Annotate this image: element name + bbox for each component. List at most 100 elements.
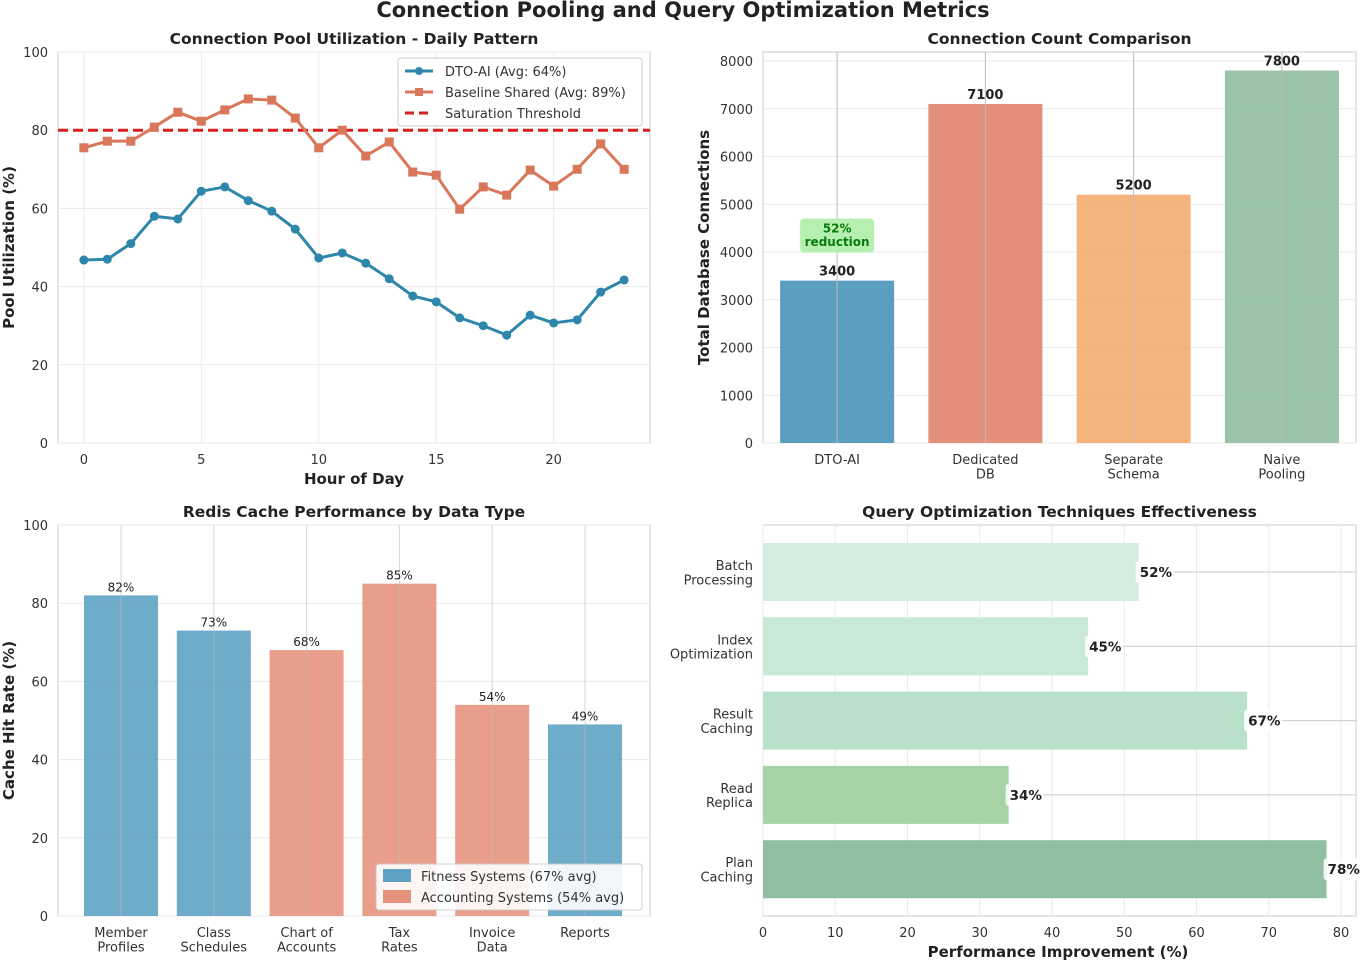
data-point bbox=[220, 182, 230, 192]
data-point bbox=[126, 239, 136, 249]
y-tick-label: Index Optimization bbox=[670, 633, 753, 662]
data-point bbox=[102, 136, 112, 146]
data-point bbox=[290, 113, 300, 123]
data-point bbox=[290, 224, 300, 234]
x-tick-label: 10 bbox=[827, 926, 844, 941]
data-point bbox=[525, 165, 535, 175]
y-axis-label: Cache Hit Rate (%) bbox=[0, 641, 18, 800]
data-point bbox=[149, 211, 159, 221]
data-point bbox=[337, 125, 347, 135]
x-tick-label: Dedicated DB bbox=[952, 453, 1018, 482]
x-tick-label: 20 bbox=[545, 453, 562, 468]
y-tick-label: 0 bbox=[745, 437, 753, 452]
bar-value-label: 73% bbox=[200, 616, 227, 630]
bar bbox=[763, 840, 1327, 899]
data-point bbox=[79, 255, 89, 265]
x-tick-label: Member Profiles bbox=[94, 926, 148, 955]
bar-label-box bbox=[1005, 783, 1044, 806]
bar-value-label: 67% bbox=[1248, 714, 1281, 730]
y-tick-label: 40 bbox=[31, 754, 48, 769]
legend bbox=[397, 57, 643, 127]
legend-marker bbox=[415, 88, 423, 96]
y-tick-label: 6000 bbox=[720, 151, 753, 166]
y-tick-label: 3000 bbox=[720, 294, 753, 309]
x-tick-label: Tax Rates bbox=[381, 926, 418, 955]
y-axis-label: Total Database Connections bbox=[695, 130, 713, 365]
data-point bbox=[478, 321, 488, 331]
data-point bbox=[196, 186, 206, 196]
data-point bbox=[431, 297, 441, 307]
data-point bbox=[126, 136, 136, 146]
y-tick-label: 100 bbox=[23, 519, 48, 534]
bar bbox=[763, 765, 1009, 824]
data-point bbox=[79, 143, 89, 153]
data-point bbox=[502, 190, 512, 200]
legend-swatch bbox=[383, 890, 411, 903]
legend-label: Baseline Shared (Avg: 89%) bbox=[445, 86, 626, 101]
y-tick-label: 80 bbox=[31, 124, 48, 139]
legend-label: Saturation Threshold bbox=[445, 107, 581, 122]
bar-value-label: 49% bbox=[572, 709, 599, 723]
x-tick-label: 30 bbox=[971, 926, 988, 941]
data-point bbox=[596, 287, 606, 297]
legend-marker bbox=[415, 67, 423, 75]
bar-value-label: 7100 bbox=[967, 88, 1003, 103]
x-tick-label: 0 bbox=[759, 926, 767, 941]
data-point bbox=[243, 196, 253, 206]
data-point bbox=[619, 164, 629, 174]
bar-value-label: 78% bbox=[1328, 862, 1360, 878]
data-point bbox=[361, 258, 371, 268]
data-point bbox=[384, 274, 394, 284]
data-point bbox=[173, 107, 183, 117]
bar-value-label: 82% bbox=[108, 580, 135, 594]
data-point bbox=[220, 105, 230, 115]
x-tick-label: 60 bbox=[1188, 926, 1205, 941]
data-point bbox=[502, 330, 512, 340]
bar-value-label: 45% bbox=[1089, 639, 1122, 655]
y-tick-label: 60 bbox=[31, 675, 48, 690]
data-point bbox=[431, 170, 441, 180]
x-tick-label: Separate Schema bbox=[1104, 453, 1163, 482]
bar-value-label: 68% bbox=[293, 635, 320, 649]
y-tick-label: Plan Caching bbox=[700, 856, 753, 885]
y-tick-label: Batch Processing bbox=[684, 559, 753, 588]
x-tick-label: Naive Pooling bbox=[1258, 453, 1305, 482]
x-tick-label: 70 bbox=[1260, 926, 1277, 941]
bar-value-label: 7800 bbox=[1264, 55, 1300, 70]
y-tick-label: 40 bbox=[31, 281, 48, 296]
x-tick-label: DTO-AI bbox=[814, 453, 860, 468]
data-point bbox=[525, 310, 535, 320]
bar-value-label: 54% bbox=[479, 690, 506, 704]
x-axis-label: Hour of Day bbox=[304, 470, 404, 488]
annotation-text: 52% reduction bbox=[805, 222, 870, 249]
x-tick-label: 50 bbox=[1116, 926, 1133, 941]
data-point bbox=[173, 214, 183, 224]
y-tick-label: 80 bbox=[31, 597, 48, 612]
y-tick-label: 0 bbox=[40, 910, 48, 925]
bar-label-box bbox=[1244, 709, 1283, 732]
bar bbox=[763, 543, 1139, 601]
y-tick-label: 20 bbox=[31, 832, 48, 847]
y-tick-label: 2000 bbox=[720, 342, 753, 357]
figure-title: Connection Pooling and Query Optimizatio… bbox=[376, 0, 989, 22]
y-tick-label: Read Replica bbox=[706, 782, 753, 811]
data-point bbox=[267, 95, 277, 105]
x-tick-label: 10 bbox=[310, 453, 327, 468]
bar-value-label: 52% bbox=[1140, 565, 1173, 581]
y-tick-label: 60 bbox=[31, 202, 48, 217]
data-point bbox=[408, 291, 418, 301]
y-tick-label: Result Caching bbox=[700, 708, 753, 737]
y-tick-label: 1000 bbox=[720, 389, 753, 404]
legend-label: DTO-AI (Avg: 64%) bbox=[445, 65, 566, 80]
chart-title: Connection Pool Utilization - Daily Patt… bbox=[170, 30, 539, 48]
chart-title: Redis Cache Performance by Data Type bbox=[183, 503, 525, 521]
y-tick-label: 0 bbox=[40, 437, 48, 452]
data-point bbox=[549, 318, 559, 328]
data-point bbox=[196, 116, 206, 126]
data-point bbox=[455, 204, 465, 214]
data-point bbox=[596, 139, 606, 149]
x-tick-label: Chart of Accounts bbox=[277, 926, 336, 955]
data-point bbox=[149, 122, 159, 132]
legend-swatch bbox=[383, 869, 411, 882]
